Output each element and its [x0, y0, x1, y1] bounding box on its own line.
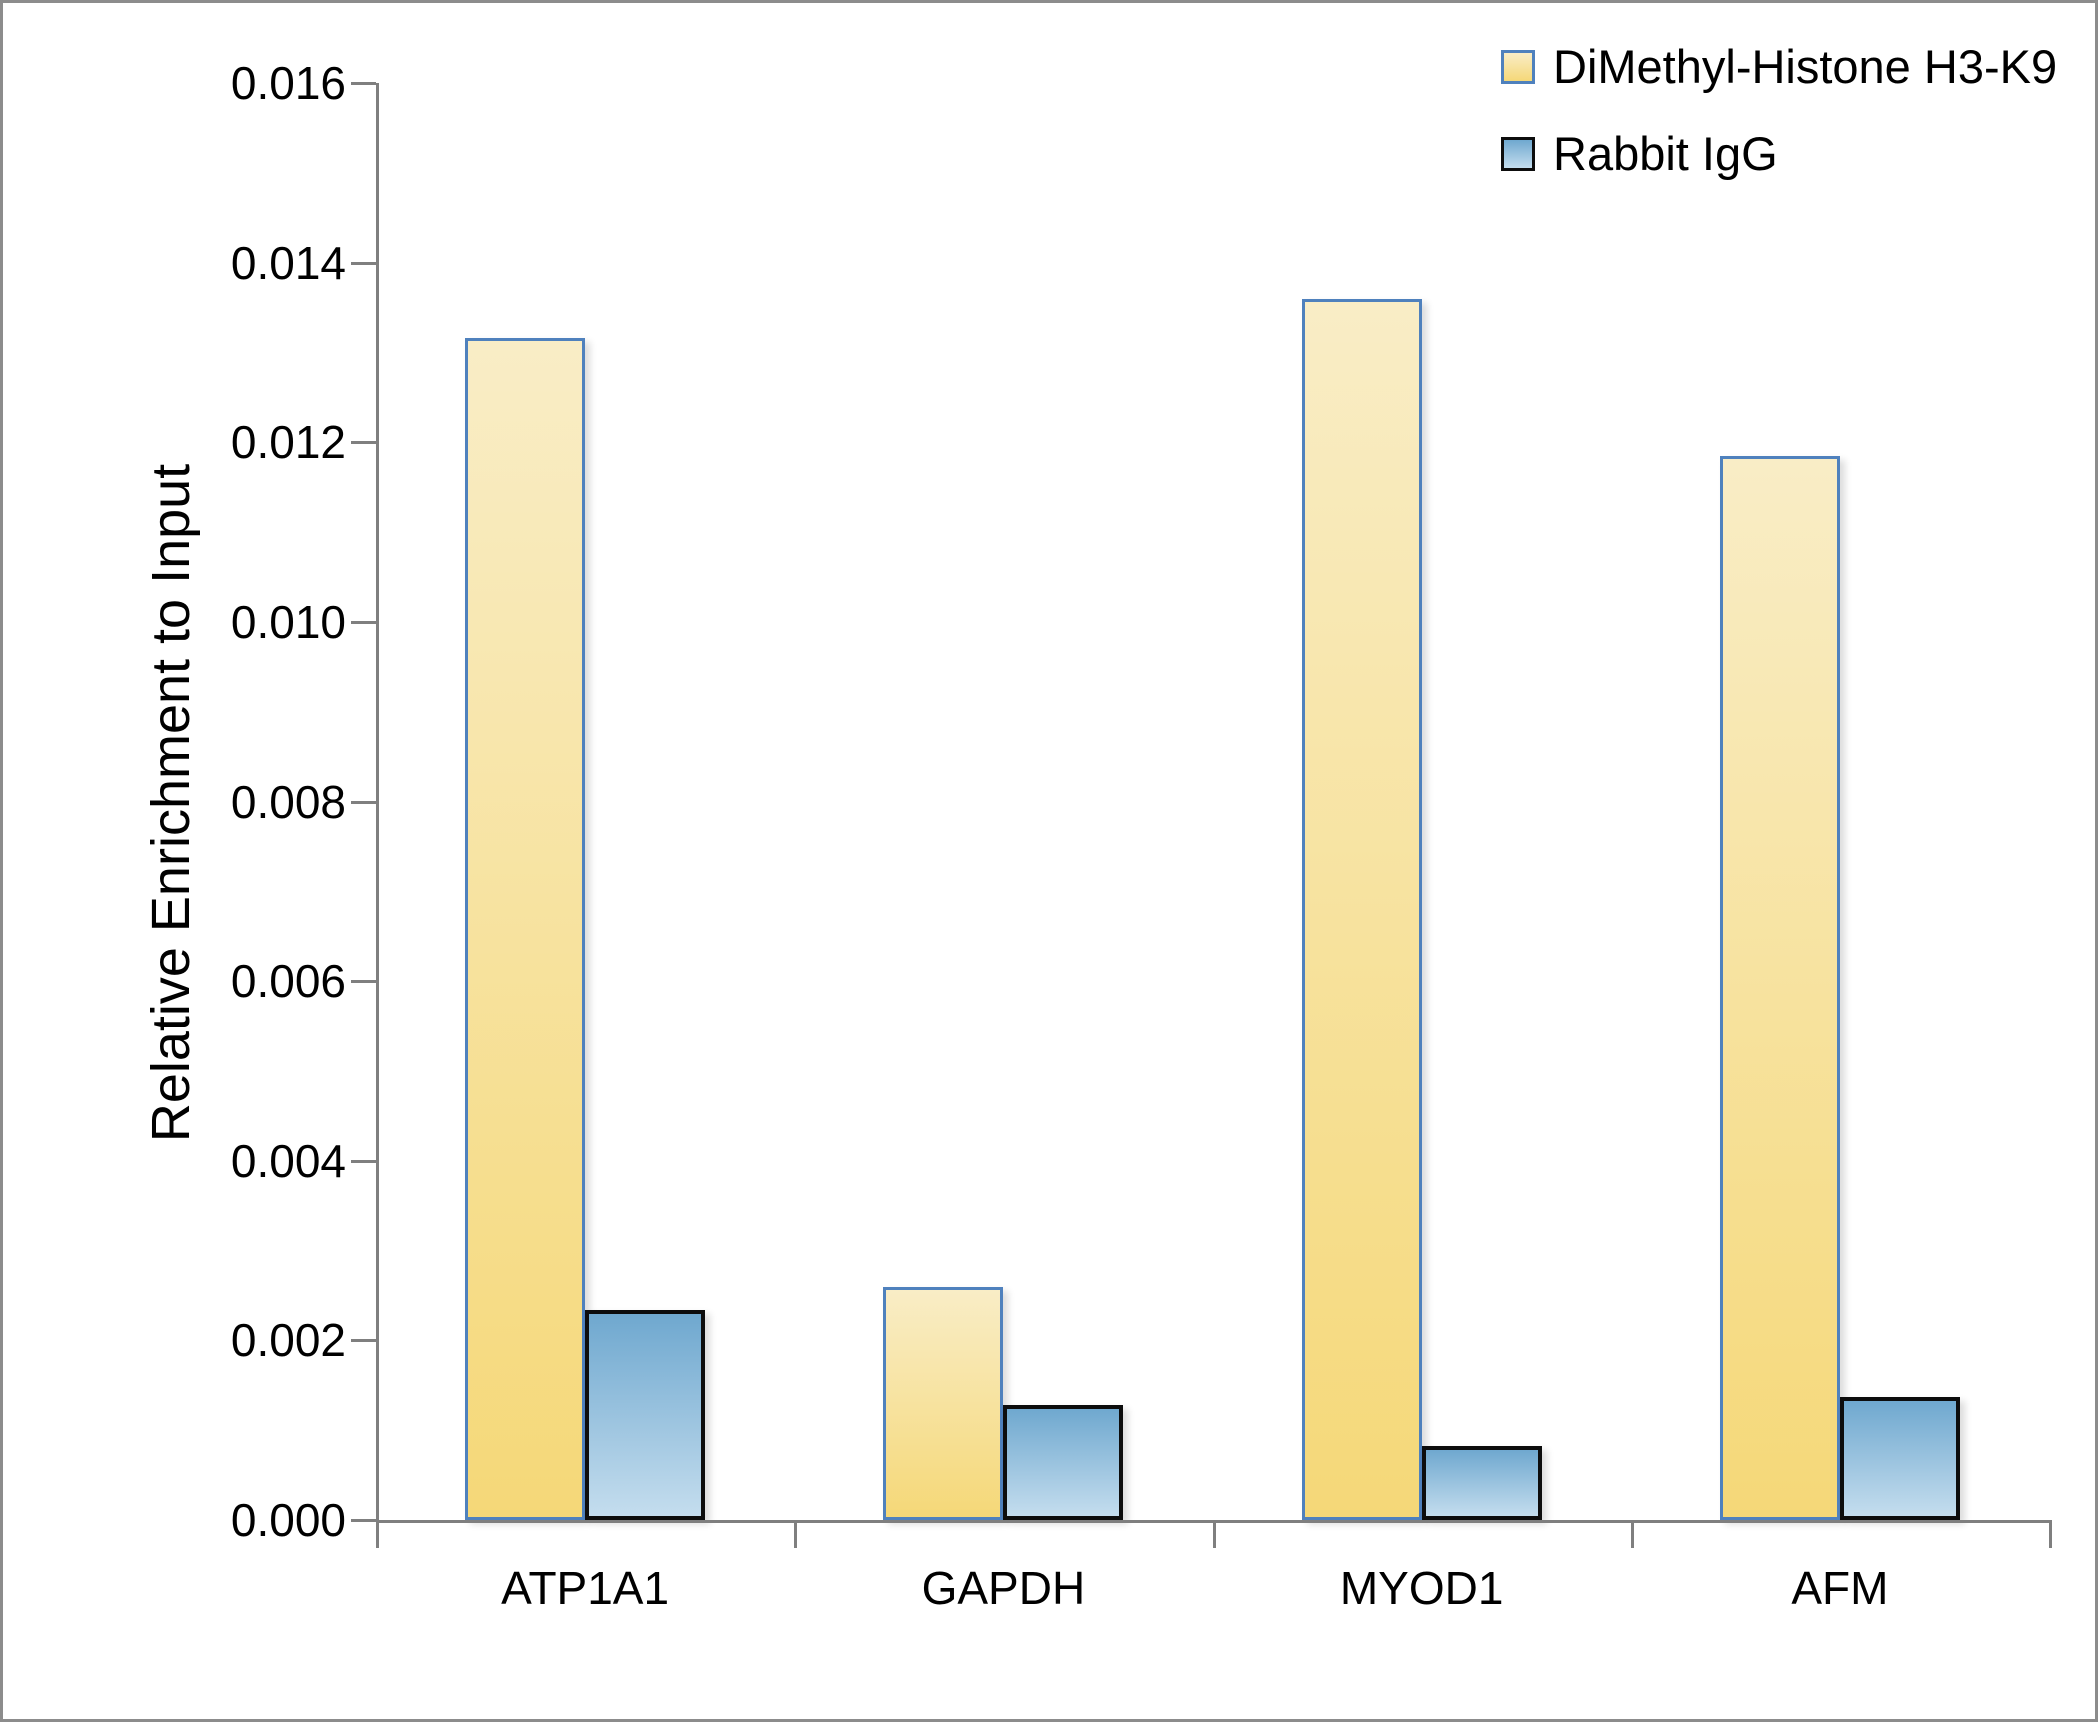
bar-afm-dimethyl-histone-h3-k9 — [1719, 455, 1840, 1520]
x-category-label-gapdh: GAPDH — [921, 1562, 1086, 1614]
y-tick-label: 0.014 — [230, 236, 346, 289]
legend-row: DiMethyl-Histone H3-K9 — [1501, 43, 2057, 90]
bar-atp1a1-dimethyl-histone-h3-k9 — [465, 338, 586, 1520]
y-tick-mark — [351, 980, 376, 984]
y-tick-label: 0.010 — [230, 595, 346, 648]
legend: DiMethyl-Histone H3-K9 Rabbit IgG — [1501, 43, 2057, 217]
x-category-label-myod1: MYOD1 — [1339, 1562, 1504, 1614]
legend-label: Rabbit IgG — [1553, 127, 1778, 180]
legend-swatch-icon — [1501, 136, 1535, 171]
x-category-label-afm: AFM — [1791, 1562, 1889, 1614]
x-tick-mark — [1630, 1523, 1634, 1548]
y-tick-label: 0.000 — [230, 1494, 346, 1546]
y-tick-mark — [351, 620, 376, 624]
x-tick-mark — [1212, 1523, 1216, 1548]
bar-atp1a1-rabbit-igg — [585, 1309, 706, 1520]
legend-row: Rabbit IgG — [1501, 130, 2057, 177]
y-tick-mark — [351, 441, 376, 445]
bar-myod1-rabbit-igg — [1421, 1446, 1542, 1520]
x-tick-mark — [376, 1523, 379, 1548]
bar-myod1-dimethyl-histone-h3-k9 — [1301, 298, 1422, 1520]
y-tick-label: 0.012 — [230, 416, 346, 469]
y-tick-label: 0.002 — [230, 1314, 346, 1367]
x-category-label-atp1a1: ATP1A1 — [501, 1562, 670, 1614]
y-tick-mark — [351, 800, 376, 804]
y-tick-mark — [351, 261, 376, 265]
y-tick-mark — [351, 1159, 376, 1163]
x-tick-mark — [794, 1523, 798, 1548]
y-tick-mark — [351, 82, 376, 85]
y-axis-line — [376, 83, 379, 1520]
y-tick-label: 0.004 — [230, 1134, 346, 1187]
legend-swatch-icon — [1501, 49, 1535, 84]
bar-afm-rabbit-igg — [1839, 1396, 1960, 1520]
x-axis-line — [376, 1520, 2052, 1523]
y-tick-label: 0.006 — [230, 955, 346, 1008]
legend-label: DiMethyl-Histone H3-K9 — [1553, 40, 2058, 93]
x-tick-mark — [2049, 1523, 2052, 1548]
y-tick-label: 0.016 — [230, 57, 346, 109]
bar-gapdh-rabbit-igg — [1003, 1405, 1124, 1520]
y-tick-label: 0.008 — [230, 775, 346, 828]
y-tick-mark — [351, 1519, 376, 1522]
bar-gapdh-dimethyl-histone-h3-k9 — [883, 1287, 1004, 1520]
y-tick-mark — [351, 1339, 376, 1343]
